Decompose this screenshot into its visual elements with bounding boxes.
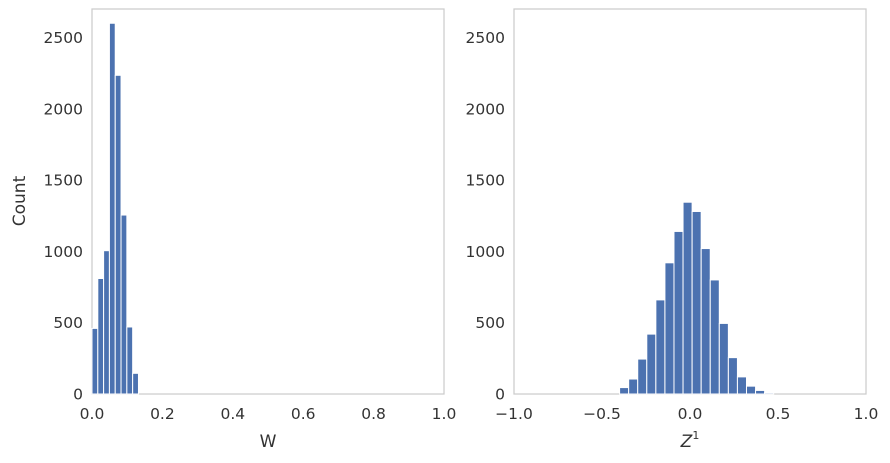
y-tick-label-w-3: 1500 — [44, 172, 83, 190]
y-tick-label-w-4: 2000 — [44, 100, 83, 118]
histogram-bar-z-14 — [745, 385, 757, 395]
x-axis-label-z: Z1 — [680, 429, 700, 452]
x-tick-label-w-3: 0.6 — [291, 405, 316, 423]
histogram-bar-z-12 — [727, 357, 738, 395]
y-tick-label-w-5: 2500 — [44, 29, 83, 47]
x-tick-label-z-1: −0.5 — [583, 405, 621, 423]
histogram-bar-z-15 — [755, 389, 766, 395]
x-tick-label-w-4: 0.8 — [361, 405, 386, 423]
histogram-bar-z-13 — [736, 376, 747, 395]
x-tick-label-w-5: 1.0 — [432, 405, 457, 423]
x-tick-label-z-0: −1.0 — [495, 405, 533, 423]
plot-frame-w — [91, 8, 445, 395]
x-tick-label-w-2: 0.4 — [220, 405, 245, 423]
x-tick-label-z-2: 0.0 — [678, 405, 703, 423]
x-tick-label-w-0: 0.0 — [80, 405, 105, 423]
histogram-bar-w-3 — [108, 22, 116, 395]
y-tick-label-w-0: 0 — [73, 386, 83, 404]
histogram-bar-z-8 — [691, 210, 702, 395]
bars-z — [619, 201, 775, 395]
histogram-bar-z-6 — [673, 230, 684, 395]
histogram-bar-z-7 — [682, 201, 693, 395]
histogram-bar-z-16 — [764, 392, 775, 395]
histogram-bar-z-5 — [664, 262, 675, 395]
y-tick-label-z-1: 500 — [475, 314, 505, 332]
histogram-bar-z-9 — [700, 248, 711, 395]
x-axis-label-z-main: Z — [680, 432, 693, 452]
y-tick-label-w-1: 500 — [53, 314, 83, 332]
histogram-bar-z-11 — [718, 322, 729, 395]
x-tick-labels-w: 0.0 0.2 0.4 0.6 0.8 1.0 — [80, 405, 457, 423]
histogram-bar-w-6 — [126, 326, 134, 395]
x-tick-label-z-3: 0.5 — [766, 405, 791, 423]
y-tick-label-z-4: 2000 — [466, 100, 505, 118]
x-tick-label-w-1: 0.2 — [150, 405, 175, 423]
histogram-bar-z-3 — [646, 333, 657, 395]
y-tick-labels-w: 0 500 1000 1500 2000 2500 — [44, 29, 83, 403]
y-tick-label-z-3: 1500 — [466, 172, 505, 190]
histogram-bar-z-10 — [709, 279, 720, 395]
histogram-bar-w-7 — [132, 372, 139, 395]
x-axis-label-w: W — [260, 432, 277, 452]
y-axis-label-count: Count — [10, 175, 30, 226]
y-tick-label-z-0: 0 — [495, 386, 505, 404]
histogram-z-panel: 0 500 1000 1500 2000 2500 −1.0 −0.5 0.0 0.5 1.0 Z… — [466, 8, 878, 452]
histogram-bar-w-2 — [103, 250, 110, 395]
histogram-bar-z-4 — [655, 299, 666, 395]
x-axis-label-z-sup: 1 — [692, 429, 699, 442]
x-tick-label-z-4: 1.0 — [854, 405, 879, 423]
x-tick-labels-z: −1.0 −0.5 0.0 0.5 1.0 — [495, 405, 878, 423]
histogram-bar-z-0 — [619, 387, 630, 395]
histogram-bar-w-4 — [114, 74, 122, 395]
histogram-bar-z-2 — [637, 358, 648, 395]
y-tick-label-z-2: 1000 — [466, 243, 505, 261]
y-tick-label-w-2: 1000 — [44, 243, 83, 261]
histogram-bar-w-1 — [97, 278, 105, 395]
y-tick-labels-z: 0 500 1000 1500 2000 2500 — [466, 29, 505, 403]
histogram-bar-w-0 — [91, 327, 99, 395]
histogram-bar-w-5 — [120, 214, 128, 395]
y-tick-label-z-5: 2500 — [466, 29, 505, 47]
bars-w — [91, 22, 139, 395]
histogram-bar-z-1 — [628, 378, 639, 395]
